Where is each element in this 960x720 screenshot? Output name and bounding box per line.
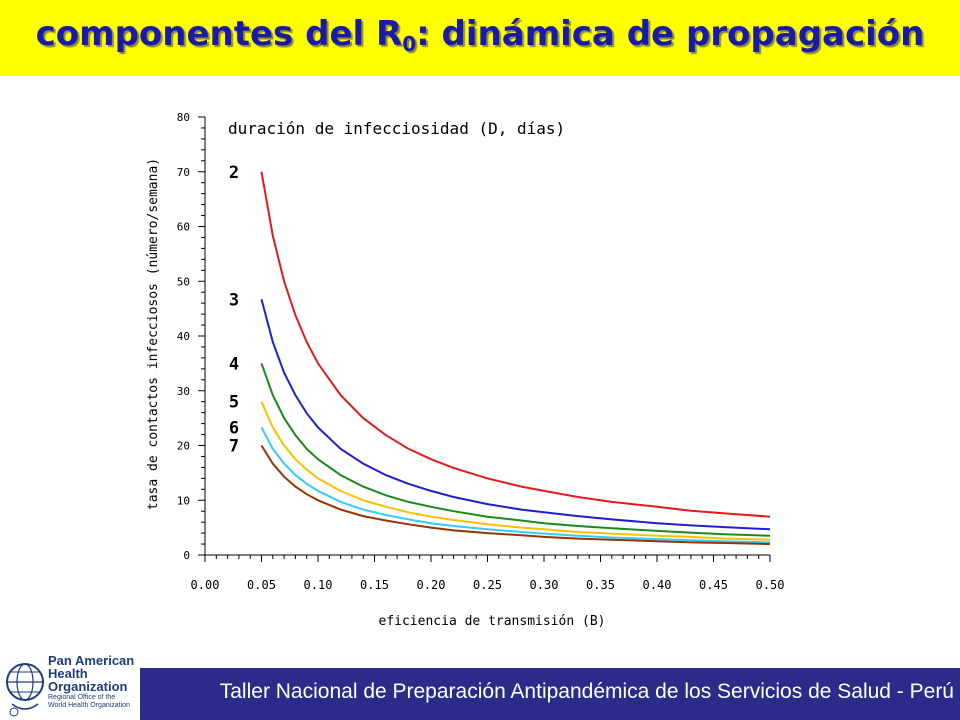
- footer-bar: Taller Nacional de Preparación Antipandé…: [140, 668, 960, 720]
- curve-label-D6: 6: [229, 418, 239, 438]
- x-tick-label: 0.10: [304, 578, 333, 592]
- series-line-D5: [260, 401, 771, 541]
- curve-label-D3: 3: [229, 290, 239, 310]
- x-tick-label: 0.15: [360, 578, 389, 592]
- x-tick-label: 0.20: [417, 578, 446, 592]
- y-tick-label: 10: [177, 494, 190, 507]
- series-line-D3: [260, 299, 771, 531]
- x-tick-label: 0.05: [247, 578, 276, 592]
- slide-title: componentes del R0: dinámica de propagac…: [0, 14, 960, 56]
- series-line-D2: [260, 171, 771, 518]
- x-tick-label: 0.25: [473, 578, 502, 592]
- logo-sub-line1: Regional Office of the: [48, 694, 116, 701]
- x-tick-label: 0.00: [191, 578, 220, 592]
- y-tick-label: 0: [183, 549, 190, 562]
- series-line-D4: [260, 363, 771, 537]
- y-tick-label: 40: [177, 330, 190, 343]
- logo-name-line3: Organization: [48, 679, 128, 694]
- chart-title: duración de infecciosidad (D, días): [228, 119, 565, 138]
- x-axis-label: eficiencia de transmisión (B): [379, 614, 606, 629]
- logo-sub-line2: World Health Organization: [48, 702, 130, 709]
- logo-name: Pan American Health Organization: [48, 654, 134, 693]
- y-tick-label: 80: [177, 111, 190, 124]
- logo-subtitle: Regional Office of the World Health Orga…: [48, 694, 130, 710]
- curve-label-D7: 7: [229, 437, 239, 457]
- x-tick-label: 0.40: [643, 578, 672, 592]
- y-axis-label: tasa de contactos infecciosos (número/se…: [146, 158, 161, 510]
- x-tick-label: 0.30: [530, 578, 559, 592]
- axes: 0.00 0.05 0.10 0.15 0.20 0.25 0.30 0.35 0.40 0.45…: [177, 111, 785, 592]
- x-tick-label: 0.35: [586, 578, 615, 592]
- globe-emblem-icon: [6, 663, 44, 717]
- y-tick-label: 50: [177, 275, 190, 288]
- curve-label-D4: 4: [229, 354, 239, 374]
- x-tick-label: 0.50: [756, 578, 785, 592]
- curve-label-D5: 5: [229, 393, 239, 413]
- chart: 0.00 0.05 0.10 0.15 0.20 0.25 0.30 0.35 0.40 0.45…: [146, 111, 785, 629]
- series-line-D6: [260, 426, 771, 544]
- paho-logo: Pan American Health Organization Regiona…: [4, 650, 136, 718]
- series-line-D7: [260, 444, 771, 545]
- y-tick-label: 70: [177, 166, 190, 179]
- y-tick-label: 60: [177, 221, 190, 234]
- title-rest: : dinámica de propagación: [416, 14, 925, 54]
- curve-label-D2: 2: [229, 163, 239, 183]
- title-subscript: 0: [402, 32, 417, 56]
- y-tick-label: 20: [177, 440, 190, 453]
- title-bar: componentes del R0: dinámica de propagac…: [0, 0, 960, 76]
- title-main: componentes del R: [35, 14, 403, 54]
- y-tick-label: 30: [177, 385, 190, 398]
- logo-name-line1: Pan American: [48, 653, 135, 668]
- footer-text: Taller Nacional de Preparación Antipandé…: [219, 680, 954, 703]
- curve-labels: 2 3 4 5 67: [229, 163, 239, 457]
- logo-name-line2: Health: [48, 666, 88, 681]
- series-lines: [260, 171, 771, 545]
- x-tick-label: 0.45: [699, 578, 728, 592]
